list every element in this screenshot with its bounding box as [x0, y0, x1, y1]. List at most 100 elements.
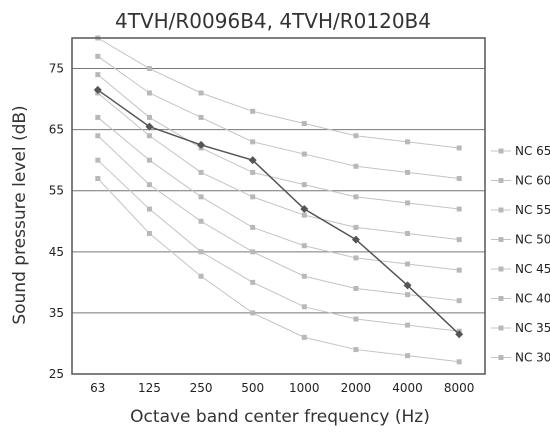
data-point: [353, 224, 359, 230]
y-tick-label: 55: [49, 184, 64, 198]
y-tick-label: 25: [49, 367, 64, 381]
measured-data-point: [351, 235, 360, 244]
data-point: [301, 182, 307, 188]
data-point: [301, 304, 307, 310]
x-tick-label: 1000: [289, 381, 320, 395]
data-point: [250, 249, 256, 255]
data-point: [456, 145, 462, 151]
data-point: [198, 218, 204, 224]
x-axis-label: Octave band center frequency (Hz): [130, 407, 430, 427]
legend-label: NC 65: [515, 144, 550, 158]
data-point: [456, 267, 462, 273]
y-axis-label: Sound pressure level (dB): [10, 105, 30, 324]
x-tick-label: 63: [90, 381, 105, 395]
series-line: [97, 117, 460, 271]
series-line: [97, 92, 460, 241]
data-point: [405, 230, 411, 236]
data-point: [353, 255, 359, 261]
data-point: [198, 114, 204, 120]
legend-marker: [498, 148, 504, 154]
data-point: [146, 114, 152, 120]
data-point: [301, 273, 307, 279]
series-line: [97, 135, 460, 302]
data-point: [95, 176, 101, 182]
legend-label: NC 40: [515, 292, 550, 306]
data-point: [353, 133, 359, 139]
data-point: [353, 316, 359, 322]
data-point: [301, 121, 307, 127]
data-point: [250, 169, 256, 175]
data-point: [146, 230, 152, 236]
series-line: [97, 74, 460, 210]
data-point: [456, 359, 462, 365]
data-point: [146, 182, 152, 188]
plot-area: [71, 35, 486, 375]
x-tick-label: 4000: [392, 381, 423, 395]
data-point: [405, 261, 411, 267]
legend-label: NC 30: [515, 351, 550, 365]
legend-marker: [498, 266, 504, 272]
y-tick-label: 65: [49, 123, 64, 137]
series-line: [97, 37, 460, 149]
x-tick-label: 500: [241, 381, 264, 395]
data-point: [405, 353, 411, 359]
measured-data-point: [455, 330, 464, 339]
measured-data-point: [93, 85, 102, 94]
data-point: [405, 322, 411, 328]
data-point: [456, 176, 462, 182]
data-point: [353, 163, 359, 169]
data-point: [353, 347, 359, 353]
y-tick-label: 75: [49, 62, 64, 76]
data-point: [250, 279, 256, 285]
data-point: [353, 194, 359, 200]
data-point: [301, 243, 307, 249]
data-point: [95, 157, 101, 163]
x-tick-label: 8000: [444, 381, 475, 395]
data-point: [146, 66, 152, 72]
legend-marker: [498, 296, 504, 301]
data-point: [198, 273, 204, 279]
data-point: [405, 292, 411, 298]
data-point: [250, 224, 256, 230]
data-point: [250, 194, 256, 200]
plot-frame: [71, 37, 486, 375]
data-point: [301, 334, 307, 340]
x-tick-label: 2000: [341, 381, 372, 395]
y-tick-label: 35: [49, 306, 64, 320]
legend-marker: [498, 178, 504, 183]
data-point: [146, 206, 152, 212]
legend-marker: [498, 237, 504, 242]
data-point: [250, 108, 256, 114]
data-point: [146, 90, 152, 96]
legend-marker: [498, 207, 504, 213]
data-point: [405, 200, 411, 206]
data-point: [198, 90, 204, 96]
data-point: [250, 139, 256, 145]
measured-data-point: [300, 205, 309, 214]
data-point: [301, 151, 307, 157]
x-axis-ticks: 63 125 250 500 1000 2000 4000 8000: [90, 381, 474, 395]
data-point: [146, 157, 152, 163]
data-point: [95, 72, 101, 78]
data-point: [198, 249, 204, 255]
data-point: [95, 133, 101, 139]
data-point: [301, 212, 307, 218]
data-point: [456, 237, 462, 243]
measured-data-point: [197, 140, 206, 149]
chart-title: 4TVH/R0096B4, 4TVH/R0120B4: [115, 9, 431, 33]
legend: NC 65 NC 60 NC 55 NC 50 NC 45 NC 40 NC 35 NC 30: [491, 144, 550, 365]
legend-label: NC 45: [515, 262, 550, 276]
data-point: [198, 169, 204, 175]
data-point: [353, 285, 359, 291]
legend-marker: [498, 355, 504, 360]
data-point: [95, 114, 101, 120]
x-tick-label: 250: [190, 381, 213, 395]
data-point: [250, 310, 256, 316]
data-point: [405, 139, 411, 145]
data-point: [95, 53, 101, 59]
data-point: [456, 206, 462, 212]
measured-data-point: [403, 281, 412, 290]
measured-data-point: [145, 122, 154, 131]
data-point: [146, 133, 152, 139]
